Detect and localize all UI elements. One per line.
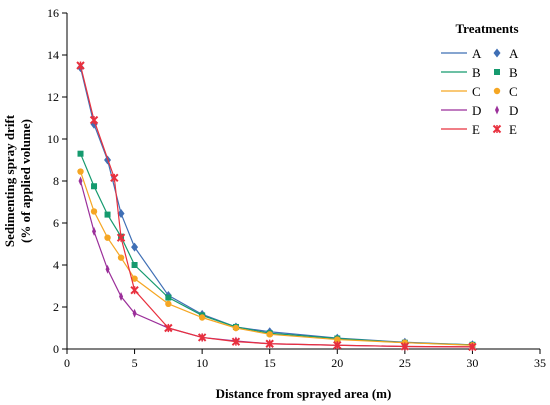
x-tick-label: 25	[399, 356, 411, 370]
x-axis-title: Distance from sprayed area (m)	[216, 386, 392, 401]
data-point	[131, 262, 138, 268]
data-point	[131, 242, 139, 252]
data-point	[164, 323, 173, 333]
data-point	[265, 339, 274, 348]
data-point	[468, 342, 477, 352]
data-point	[105, 264, 110, 274]
legend-line-label: A	[472, 46, 482, 61]
series-line	[79, 67, 473, 346]
data-point	[165, 294, 172, 301]
data-point	[333, 341, 342, 350]
data-point	[232, 324, 240, 332]
legend-marker-swatch	[492, 124, 502, 134]
series-line	[79, 171, 473, 346]
x-tick-label: 20	[331, 356, 343, 370]
legend-line-label: B	[472, 65, 481, 80]
series-B	[77, 150, 476, 348]
axes	[66, 13, 540, 350]
legend-marker-swatch	[493, 48, 501, 58]
data-point	[130, 285, 139, 295]
x-tick-label: 15	[264, 356, 276, 370]
series-line	[79, 153, 473, 346]
data-point	[117, 209, 125, 219]
data-point	[78, 176, 83, 186]
data-point	[90, 208, 98, 215]
data-point	[266, 331, 273, 338]
y-tick-label: 16	[47, 6, 59, 20]
y-tick-label: 12	[47, 90, 59, 104]
x-tick-label: 5	[132, 356, 138, 370]
data-point	[131, 275, 138, 282]
legend-marker-label: B	[509, 65, 518, 80]
y-tick-label: 2	[53, 300, 59, 314]
data-point	[400, 342, 410, 351]
series-line	[79, 180, 473, 348]
data-point	[76, 61, 85, 70]
y-axis-title-line2: (% of applied volume)	[18, 119, 33, 243]
data-point	[104, 234, 111, 241]
series-A	[77, 63, 476, 350]
y-tick-label: 0	[53, 342, 59, 356]
legend: Treatments A AB BC CD DE E	[441, 21, 519, 137]
data-point	[198, 314, 206, 321]
data-point	[77, 168, 84, 175]
x-tick-label: 30	[466, 356, 478, 370]
legend-marker-swatch	[493, 87, 501, 95]
legend-marker-label: A	[509, 46, 519, 61]
data-point	[77, 150, 84, 157]
data-point	[89, 115, 99, 125]
data-point	[334, 336, 341, 343]
series-C	[77, 168, 476, 349]
y-tick-label: 6	[53, 216, 59, 230]
x-tick-label: 10	[196, 356, 208, 370]
data-point	[119, 292, 124, 301]
series-line	[79, 65, 473, 348]
legend-marker-label: D	[509, 103, 518, 118]
series-E	[76, 61, 477, 352]
x-tick-label: 35	[534, 356, 546, 370]
ticks: 0 5 10 15 20 25 30 35 0 2 4 6 8 10 12 14 16	[47, 6, 546, 370]
y-tick-label: 4	[53, 258, 59, 272]
series-D	[78, 176, 475, 352]
data-point	[132, 308, 137, 318]
data-point	[231, 337, 241, 346]
y-axis-title-line1: Sedimenting spray drift	[2, 114, 17, 247]
data-point	[117, 254, 125, 261]
data-point	[92, 226, 97, 236]
legend-marker-label: E	[509, 122, 517, 137]
data-point	[165, 300, 172, 308]
legend-line-label: E	[472, 122, 480, 137]
legend-line-label: C	[472, 84, 481, 99]
series-layer	[76, 61, 477, 352]
y-tick-label: 8	[53, 174, 59, 188]
legend-marker-swatch	[495, 105, 499, 115]
data-point	[104, 211, 111, 218]
legend-line-label: D	[472, 103, 481, 118]
legend-marker-label: C	[509, 84, 518, 99]
data-point	[197, 333, 207, 342]
data-point	[91, 183, 98, 190]
legend-title: Treatments	[455, 21, 518, 36]
x-tick-label: 0	[64, 356, 70, 370]
data-point	[110, 173, 119, 183]
y-tick-label: 14	[47, 48, 59, 62]
y-tick-label: 10	[47, 132, 59, 146]
data-point	[116, 233, 126, 242]
legend-marker-swatch	[494, 69, 500, 75]
